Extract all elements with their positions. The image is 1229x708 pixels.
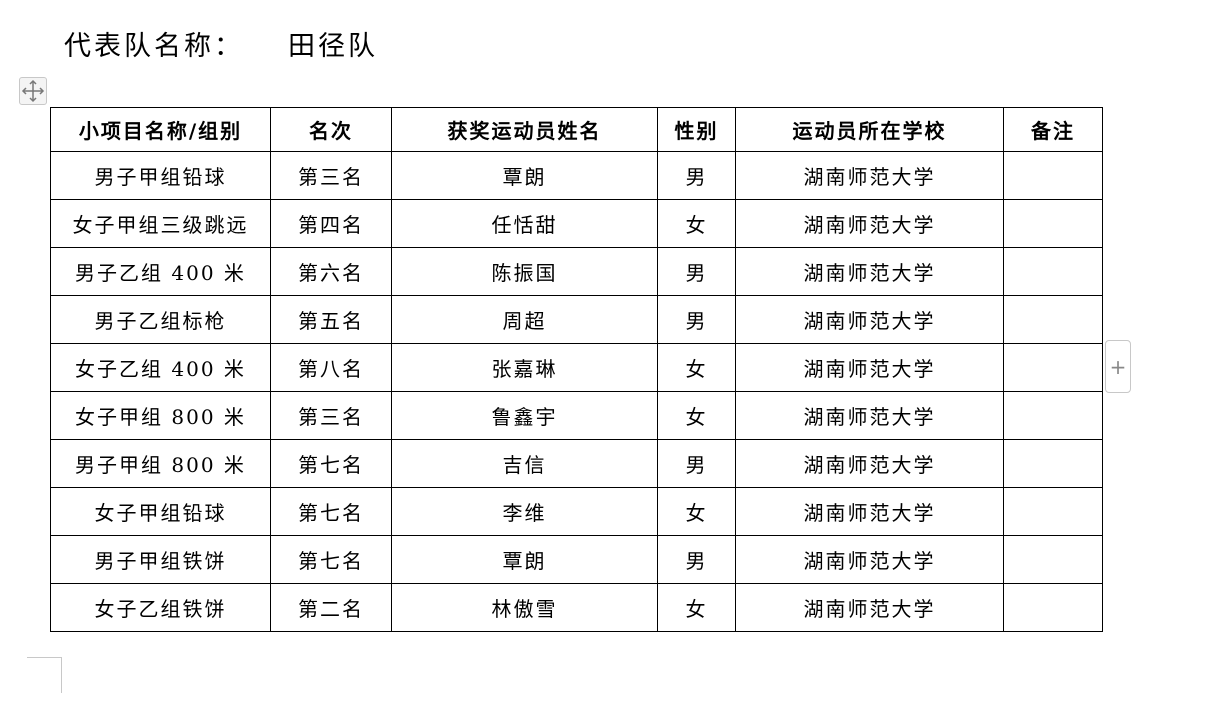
table-cell[interactable]: 男 [657,439,736,488]
table-row: 女子甲组 800 米第三名 鲁鑫宇女湖南师范大学 [50,391,1103,440]
table-cell[interactable] [1003,535,1103,584]
header-row: 小项目名称/组别 名次 获奖运动员姓名 性别 运动员所在学校 备注 [50,107,1103,152]
plus-icon: + [1109,354,1127,379]
table-cell[interactable]: 第六名 [270,247,392,296]
table-cell[interactable]: 女子甲组 800 米 [50,391,271,440]
table-cell[interactable]: 女子乙组铁饼 [50,583,271,632]
table-cell[interactable]: 男 [657,151,736,200]
table-cell[interactable]: 女子乙组 400 米 [50,343,271,392]
table-cell[interactable] [1003,391,1103,440]
table-cell[interactable]: 女 [657,199,736,248]
table-cell[interactable]: 女子甲组三级跳远 [50,199,271,248]
table-cell[interactable]: 第七名 [270,487,392,536]
table-cell[interactable]: 吉信 [391,439,658,488]
table-cell[interactable]: 周超 [391,295,658,344]
page-corner-mark [27,657,62,693]
table-move-handle[interactable] [19,77,47,105]
table-row: 女子乙组 400 米第八名 张嘉琳女湖南师范大学 [50,343,1103,392]
add-column-button[interactable]: + [1105,340,1131,393]
column-header: 名次 [270,107,392,152]
table-row: 女子甲组三级跳远 第四名 任恬甜女湖南师范大学 [50,199,1103,248]
table-cell[interactable]: 陈振国 [391,247,658,296]
table-cell[interactable]: 女 [657,487,736,536]
table-cell[interactable]: 第七名 [270,535,392,584]
table-cell[interactable]: 男子甲组 800 米 [50,439,271,488]
table-cell[interactable] [1003,583,1103,632]
table-row: 女子甲组铅球 第七名 李维女湖南师范大学 [50,487,1103,536]
table-cell[interactable]: 湖南师范大学 [735,247,1004,296]
table-cell[interactable]: 鲁鑫宇 [391,391,658,440]
table-cell[interactable]: 张嘉琳 [391,343,658,392]
team-name-heading: 代表队名称： 田径队 [64,24,378,63]
table-cell[interactable]: 湖南师范大学 [735,391,1004,440]
table-cell[interactable]: 任恬甜 [391,199,658,248]
column-header: 备注 [1003,107,1103,152]
table-cell[interactable] [1003,247,1103,296]
team-name-value: 田径队 [288,31,378,62]
team-name-label: 代表队名称： [64,31,244,62]
table-cell[interactable]: 湖南师范大学 [735,439,1004,488]
table-cell[interactable]: 覃朗 [391,151,658,200]
move-icon [21,79,45,103]
table-row: 男子甲组铅球 第三名 覃朗男湖南师范大学 [50,151,1103,200]
table-cell[interactable]: 覃朗 [391,535,658,584]
table-cell[interactable]: 第二名 [270,583,392,632]
table-cell[interactable]: 男 [657,295,736,344]
table-cell[interactable]: 女子甲组铅球 [50,487,271,536]
table-cell[interactable]: 第四名 [270,199,392,248]
table-cell[interactable] [1003,151,1103,200]
table-cell[interactable] [1003,199,1103,248]
table-cell[interactable]: 男子甲组铅球 [50,151,271,200]
table-cell[interactable]: 第三名 [270,391,392,440]
table-cell[interactable]: 女 [657,343,736,392]
table-cell[interactable]: 湖南师范大学 [735,199,1004,248]
awards-table: 小项目名称/组别 名次 获奖运动员姓名 性别 运动员所在学校 备注 男子甲组铅球 第三名 覃朗… [50,107,1103,632]
table-cell[interactable]: 湖南师范大学 [735,151,1004,200]
table-cell[interactable]: 第三名 [270,151,392,200]
column-header: 性别 [657,107,736,152]
table-cell[interactable]: 男子乙组 400 米 [50,247,271,296]
table-cell[interactable]: 湖南师范大学 [735,487,1004,536]
table-cell[interactable]: 男 [657,247,736,296]
table-cell[interactable]: 女 [657,391,736,440]
table-row: 男子甲组铁饼 第七名 覃朗男湖南师范大学 [50,535,1103,584]
table-cell[interactable]: 湖南师范大学 [735,295,1004,344]
table-cell[interactable]: 湖南师范大学 [735,535,1004,584]
table-cell[interactable]: 第七名 [270,439,392,488]
table-cell[interactable]: 男子乙组标枪 [50,295,271,344]
table-cell[interactable] [1003,343,1103,392]
table-row: 男子甲组 800 米第七名 吉信男湖南师范大学 [50,439,1103,488]
column-header: 小项目名称/组别 [50,107,271,152]
column-header: 运动员所在学校 [735,107,1004,152]
table-cell[interactable]: 湖南师范大学 [735,343,1004,392]
table-cell[interactable] [1003,439,1103,488]
table-row: 男子乙组 400 米第六名 陈振国男湖南师范大学 [50,247,1103,296]
table-cell[interactable]: 男子甲组铁饼 [50,535,271,584]
table-row: 女子乙组铁饼 第二名 林傲雪女湖南师范大学 [50,583,1103,632]
table-cell[interactable]: 第八名 [270,343,392,392]
table-cell[interactable] [1003,295,1103,344]
table-row: 男子乙组标枪 第五名 周超男湖南师范大学 [50,295,1103,344]
table-cell[interactable]: 林傲雪 [391,583,658,632]
table-cell[interactable]: 男 [657,535,736,584]
table-cell[interactable] [1003,487,1103,536]
table-cell[interactable]: 李维 [391,487,658,536]
table-cell[interactable]: 第五名 [270,295,392,344]
table-cell[interactable]: 女 [657,583,736,632]
table-cell[interactable]: 湖南师范大学 [735,583,1004,632]
column-header: 获奖运动员姓名 [391,107,658,152]
